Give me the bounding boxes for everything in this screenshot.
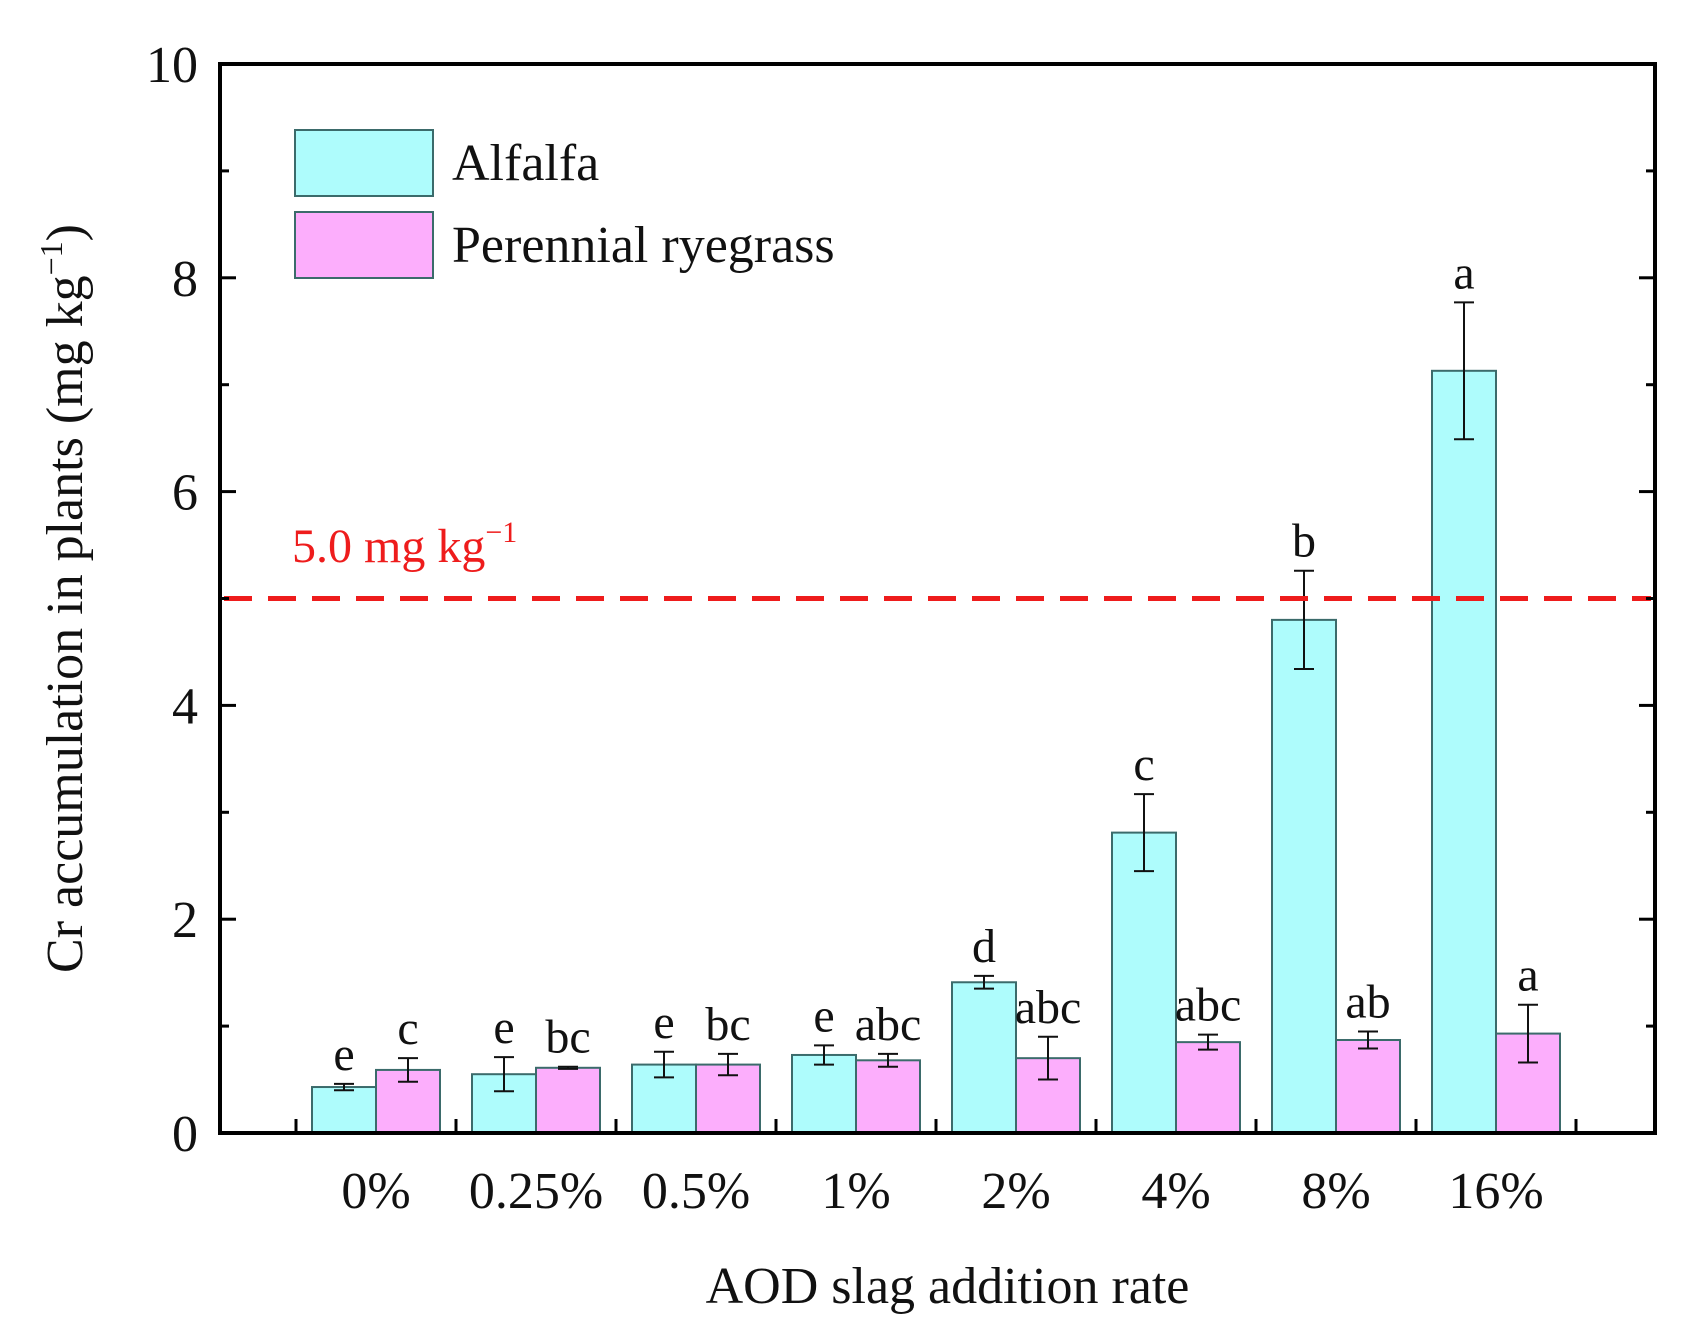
- legend-swatch: [294, 129, 434, 197]
- significance-letter-alfalfa-8: a: [1453, 246, 1474, 299]
- error-bar-alfalfa-7: [1294, 569, 1314, 671]
- error-bars-layer: [334, 301, 1538, 1093]
- reference-line-label: 5.0 mg kg−1: [292, 516, 517, 573]
- y-tick-label: 0: [172, 1106, 198, 1163]
- bar-alfalfa-6: [1111, 831, 1177, 1135]
- significance-letter-perennial-ryegrass-3: bc: [705, 998, 750, 1051]
- significance-letter-alfalfa-5: d: [972, 920, 996, 973]
- x-tick-label: 0.25%: [469, 1163, 603, 1220]
- error-bar-perennial-ryegrass-6: [1198, 1033, 1218, 1051]
- legend-swatch: [294, 211, 434, 279]
- legend-label: Alfalfa: [452, 135, 599, 192]
- bar-perennial-ryegrass-6: [1175, 1041, 1241, 1135]
- significance-letter-alfalfa-4: e: [813, 989, 834, 1042]
- error-bar-alfalfa-6: [1134, 793, 1154, 873]
- error-bar-perennial-ryegrass-4: [878, 1052, 898, 1068]
- error-bar-alfalfa-3: [654, 1050, 674, 1079]
- y-axis-ticks: 0 2 4 6 8 10: [146, 37, 1655, 1163]
- legend: Alfalfa Perennial ryegrass: [294, 129, 835, 279]
- bar-alfalfa-5: [951, 981, 1017, 1134]
- error-bar-alfalfa-5: [974, 974, 994, 990]
- error-bar-perennial-ryegrass-2: [558, 1065, 578, 1070]
- x-tick-label: 1%: [821, 1163, 890, 1220]
- error-bar-perennial-ryegrass-1: [398, 1057, 418, 1083]
- error-bar-alfalfa-4: [814, 1044, 834, 1066]
- x-tick-label: 0%: [341, 1163, 410, 1220]
- x-axis-ticks: 0% 0.25% 0.5% 1% 2% 4% 8% 16%: [294, 1119, 1578, 1220]
- y-tick-label: 2: [172, 892, 198, 949]
- bar-alfalfa-1: [311, 1086, 377, 1134]
- significance-letter-alfalfa-7: b: [1292, 515, 1316, 568]
- y-tick-label: 10: [146, 37, 198, 94]
- bar-perennial-ryegrass-4: [855, 1059, 921, 1134]
- bar-perennial-ryegrass-2: [535, 1066, 601, 1135]
- bar-alfalfa-8: [1431, 369, 1497, 1135]
- x-tick-label: 0.5%: [642, 1163, 750, 1220]
- significance-letter-alfalfa-1: e: [333, 1028, 354, 1081]
- significance-letter-perennial-ryegrass-2: bc: [545, 1011, 590, 1064]
- error-bar-perennial-ryegrass-8: [1518, 1003, 1538, 1064]
- error-bar-alfalfa-1: [334, 1082, 354, 1092]
- x-tick-label: 2%: [981, 1163, 1050, 1220]
- significance-letter-perennial-ryegrass-6: abc: [1175, 979, 1242, 1032]
- x-axis-label: AOD slag addition rate: [706, 1258, 1190, 1315]
- significance-letter-perennial-ryegrass-8: a: [1517, 949, 1538, 1002]
- error-bar-alfalfa-8: [1454, 301, 1474, 441]
- significance-letter-perennial-ryegrass-4: abc: [855, 998, 922, 1051]
- significance-letter-alfalfa-3: e: [653, 996, 674, 1049]
- error-bar-perennial-ryegrass-3: [718, 1052, 738, 1077]
- bar-alfalfa-4: [791, 1053, 857, 1135]
- legend-label: Perennial ryegrass: [452, 217, 835, 274]
- y-tick-label: 4: [172, 678, 198, 735]
- error-bar-perennial-ryegrass-5: [1038, 1035, 1058, 1081]
- error-bar-alfalfa-2: [494, 1056, 514, 1093]
- x-tick-label: 16%: [1448, 1163, 1543, 1220]
- significance-letter-alfalfa-2: e: [493, 1001, 514, 1054]
- significance-letter-perennial-ryegrass-5: abc: [1015, 981, 1082, 1034]
- bar-alfalfa-7: [1271, 618, 1337, 1134]
- x-tick-label: 8%: [1301, 1163, 1370, 1220]
- y-tick-label: 6: [172, 465, 198, 522]
- significance-letter-alfalfa-6: c: [1133, 738, 1154, 791]
- x-tick-label: 4%: [1141, 1163, 1210, 1220]
- bar-perennial-ryegrass-7: [1335, 1038, 1401, 1134]
- y-tick-label: 8: [172, 251, 198, 308]
- error-bar-perennial-ryegrass-7: [1358, 1030, 1378, 1050]
- significance-letter-perennial-ryegrass-1: c: [397, 1002, 418, 1055]
- significance-letter-perennial-ryegrass-7: ab: [1345, 975, 1390, 1028]
- y-axis-label: Cr accumulation in plants (mg kg−1): [33, 224, 94, 973]
